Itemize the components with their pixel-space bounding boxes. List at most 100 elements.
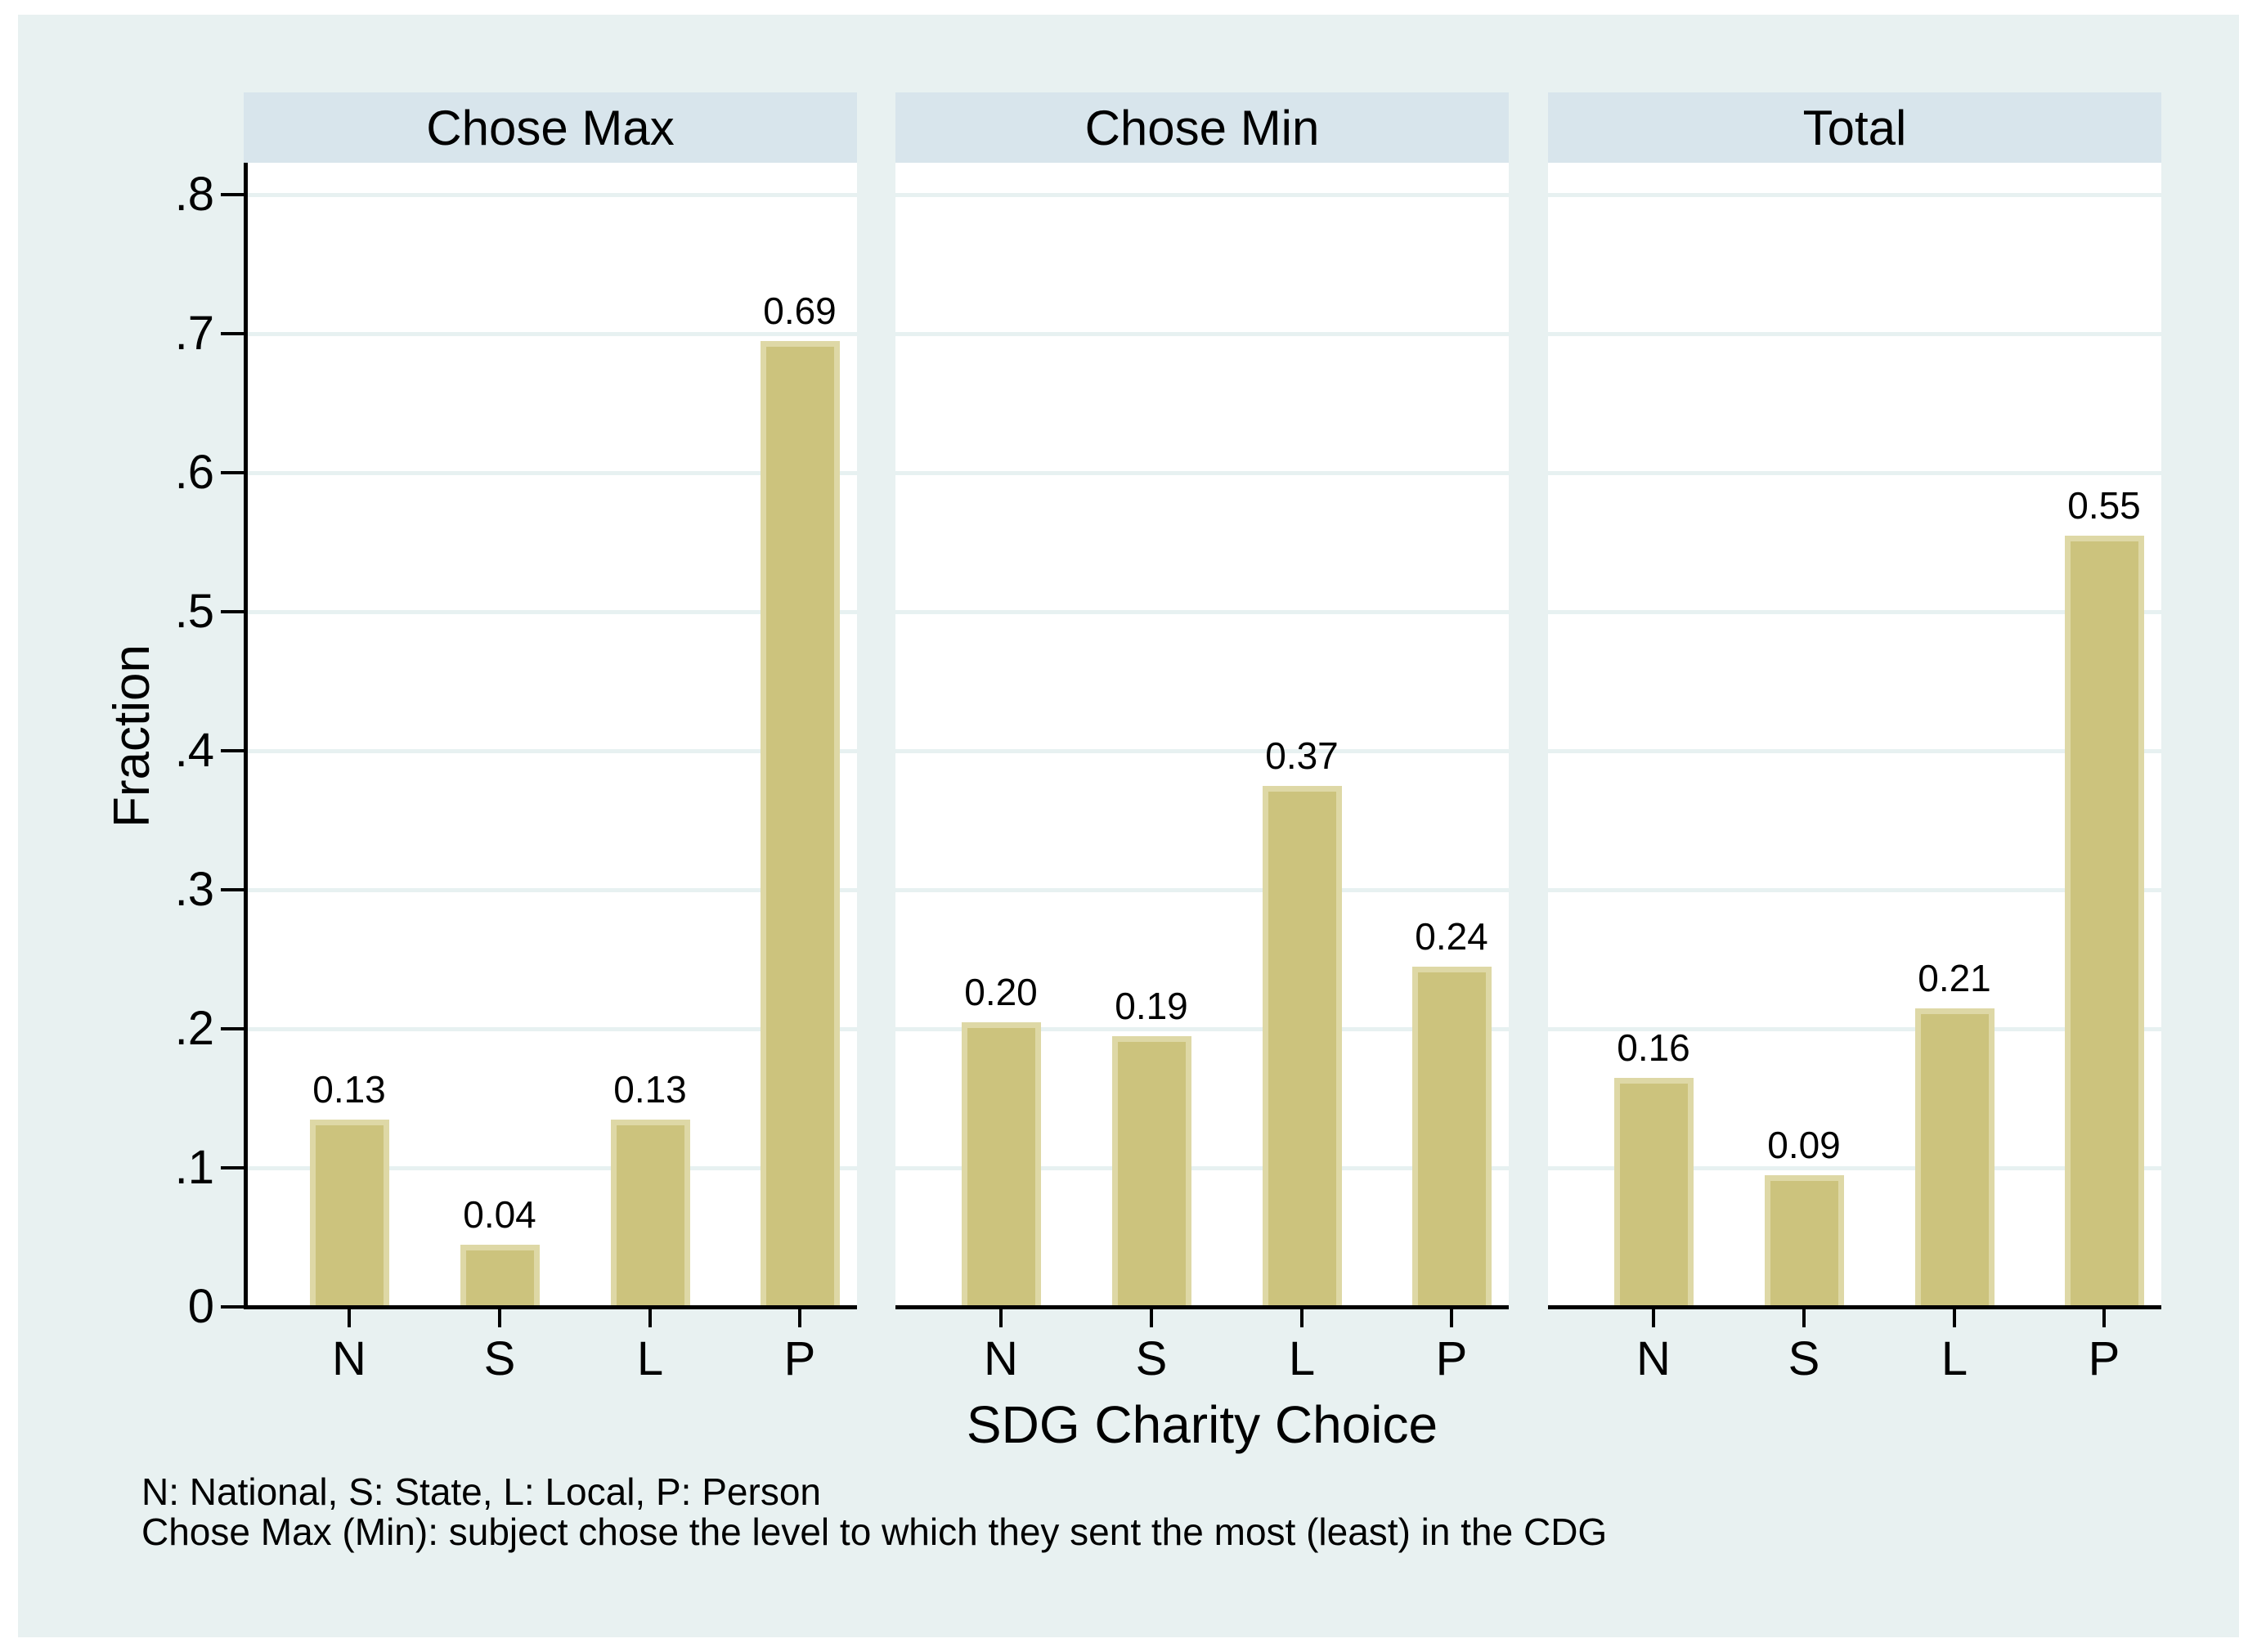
y-gridline — [1548, 471, 2161, 475]
x-axis-tick — [2102, 1309, 2106, 1327]
y-axis-tick-label: 0 — [187, 1280, 214, 1333]
category-label: S — [483, 1332, 516, 1385]
y-gridline — [244, 749, 857, 753]
x-axis-tick — [798, 1309, 801, 1327]
category-label: L — [1941, 1332, 1968, 1385]
x-axis-tick — [1652, 1309, 1655, 1327]
bar-value-label: 0.55 — [2067, 484, 2141, 527]
note-line-definition: Chose Max (Min): subject chose the level… — [141, 1511, 1608, 1553]
bar-value-label: 0.04 — [463, 1193, 536, 1236]
y-axis-tick-label: .2 — [174, 1002, 214, 1055]
category-label: P — [2088, 1332, 2120, 1385]
y-gridline — [1548, 749, 2161, 753]
panel-plot-area — [244, 163, 857, 1307]
bar-value-label: 0.21 — [1918, 957, 1991, 999]
figure-notes: N: National, S: State, L: Local, P: Pers… — [141, 1472, 1607, 1552]
y-axis-tick — [221, 1166, 244, 1169]
bar — [1764, 1175, 1844, 1306]
x-axis-tick — [498, 1309, 501, 1327]
y-gridline — [1548, 332, 2161, 336]
y-gridline — [895, 610, 1509, 614]
bar — [1111, 1036, 1191, 1306]
x-axis-tick — [1300, 1309, 1303, 1327]
x-axis-tick — [1802, 1309, 1806, 1327]
y-gridline — [244, 610, 857, 614]
x-axis-tick — [348, 1309, 351, 1327]
y-gridline — [244, 471, 857, 475]
x-axis-tick — [1150, 1309, 1153, 1327]
y-gridline — [895, 332, 1509, 336]
y-gridline — [1548, 1166, 2161, 1170]
y-axis-tick-label: .1 — [174, 1141, 214, 1194]
bar-value-label: 0.13 — [613, 1068, 687, 1111]
y-gridline — [895, 1166, 1509, 1170]
y-axis-tick — [221, 610, 244, 613]
y-axis-tick-label: .5 — [174, 585, 214, 638]
bar — [309, 1120, 389, 1306]
y-gridline — [244, 888, 857, 892]
bar — [1411, 967, 1492, 1306]
panel-header: Chose Max — [244, 92, 857, 163]
category-label: S — [1788, 1332, 1820, 1385]
bar — [1262, 786, 1342, 1306]
y-axis-tick — [221, 888, 244, 891]
bar-value-label: 0.09 — [1767, 1124, 1841, 1166]
y-gridline — [244, 1027, 857, 1031]
category-label: L — [636, 1332, 664, 1385]
bar — [2064, 536, 2144, 1306]
y-axis-tick-label: .4 — [174, 724, 214, 777]
y-gridline — [895, 1027, 1509, 1031]
bar-value-label: 0.19 — [1115, 985, 1188, 1027]
y-axis-title: Fraction — [104, 644, 160, 828]
x-axis-tick — [999, 1309, 1003, 1327]
y-axis-tick — [221, 332, 244, 335]
x-axis-line — [244, 1305, 857, 1309]
y-axis-tick — [221, 471, 244, 474]
y-gridline — [895, 888, 1509, 892]
bar-value-label: 0.13 — [312, 1068, 386, 1111]
bar — [1914, 1008, 1995, 1306]
y-gridline — [244, 332, 857, 336]
bar-value-label: 0.69 — [763, 290, 837, 332]
y-gridline — [244, 193, 857, 197]
x-axis-line — [895, 1305, 1509, 1309]
y-gridline — [1548, 193, 2161, 197]
y-axis-tick-label: .3 — [174, 863, 214, 916]
bar-value-label: 0.37 — [1265, 734, 1339, 777]
bar-value-label: 0.24 — [1415, 915, 1488, 958]
y-axis-tick-label: .6 — [174, 446, 214, 499]
x-axis-tick — [1953, 1309, 1956, 1327]
category-label: L — [1288, 1332, 1316, 1385]
y-gridline — [895, 471, 1509, 475]
y-gridline — [1548, 610, 2161, 614]
note-line-abbreviations: N: National, S: State, L: Local, P: Pers… — [141, 1470, 821, 1513]
category-label: P — [1435, 1332, 1468, 1385]
bar — [760, 341, 840, 1306]
bar-value-label: 0.16 — [1617, 1026, 1690, 1069]
y-gridline — [895, 749, 1509, 753]
y-gridline — [895, 193, 1509, 197]
x-axis-title: SDG Charity Choice — [966, 1395, 1438, 1454]
panel-header: Chose Min — [895, 92, 1509, 163]
y-axis-tick-label: .8 — [174, 168, 214, 221]
y-axis-tick — [221, 193, 244, 196]
category-label: N — [984, 1332, 1018, 1385]
y-axis-tick-label: .7 — [174, 307, 214, 360]
y-gridline — [244, 1166, 857, 1170]
x-axis-tick — [1450, 1309, 1453, 1327]
x-axis-tick — [648, 1309, 652, 1327]
bar-value-label: 0.20 — [964, 971, 1038, 1013]
category-label: N — [332, 1332, 366, 1385]
y-gridline — [1548, 1027, 2161, 1031]
bar — [610, 1120, 690, 1306]
category-label: P — [783, 1332, 816, 1385]
y-axis-tick — [221, 749, 244, 752]
y-axis-tick — [221, 1027, 244, 1030]
x-axis-line — [1548, 1305, 2161, 1309]
bar — [961, 1022, 1041, 1306]
bar — [1613, 1078, 1694, 1306]
y-axis-line — [244, 163, 248, 1309]
y-axis-tick — [221, 1305, 244, 1309]
category-label: N — [1636, 1332, 1671, 1385]
